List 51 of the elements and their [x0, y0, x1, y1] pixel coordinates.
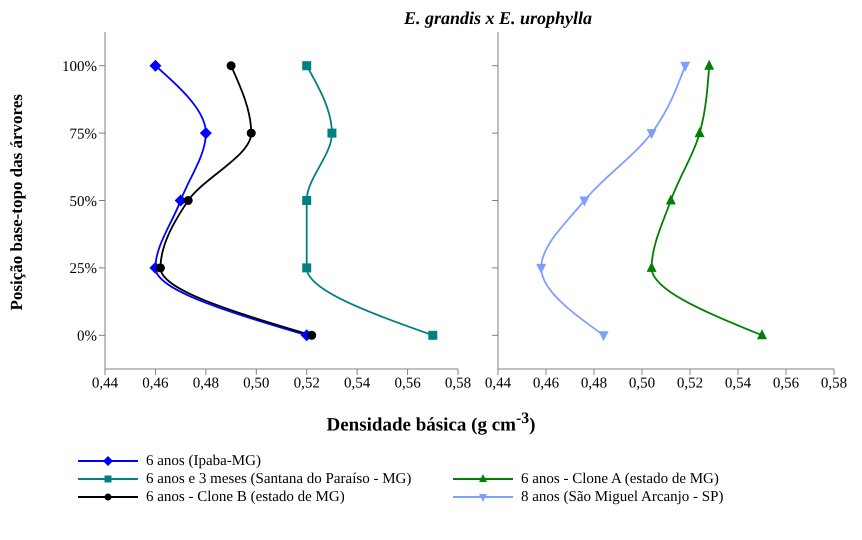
x-tick-label: 0,58: [820, 376, 848, 392]
point: [327, 128, 336, 138]
point: [302, 196, 312, 205]
point: [200, 127, 212, 140]
x-tick-label: 0,44: [92, 376, 119, 392]
point: [307, 330, 316, 340]
point: [226, 61, 236, 70]
x-tick-label: 0,54: [724, 376, 752, 392]
legend-label: 6 anos e 3 meses (Santana do Paraíso - MG): [146, 470, 412, 488]
x-tick-label: 0,56: [772, 376, 800, 392]
point: [302, 61, 312, 70]
point: [704, 60, 714, 70]
y-tick-label: 25%: [70, 261, 97, 278]
x-tick-label: 0,48: [580, 376, 608, 392]
x-tick-label: 0,54: [344, 376, 371, 392]
x-tick-label: 0,50: [243, 376, 270, 392]
legend-label: 6 anos (Ipaba-MG): [146, 452, 261, 470]
legend-label: 8 anos (São Miguel Arcanjo - SP): [521, 488, 724, 506]
point: [646, 262, 657, 272]
x-tick-label: 0,52: [294, 376, 320, 392]
legend-label: 6 anos - Clone B (estado de MG): [146, 488, 345, 506]
text: E. grandis x E. urophylla: [402, 8, 594, 29]
y-tick-label: 0%: [77, 328, 97, 345]
point: [579, 196, 590, 206]
point: [302, 263, 312, 272]
y-axis-title: Posição base-topo das árvores: [7, 94, 26, 310]
y-tick-label: 75%: [70, 126, 97, 142]
x-tick-label: 0,58: [444, 376, 472, 392]
x-tick-label: 0,56: [394, 376, 422, 392]
y-tick-label: 100%: [62, 59, 97, 76]
x-tick-label: 0,46: [142, 376, 170, 392]
point: [156, 263, 165, 272]
point: [646, 129, 657, 140]
legend-label: 6 anos - Clone A (estado de MG): [521, 470, 719, 488]
point: [184, 196, 193, 205]
point: [666, 194, 676, 204]
x-tick-label: 0,50: [628, 376, 656, 392]
point: [757, 329, 767, 340]
x-tick-label: 0,48: [192, 376, 219, 392]
point: [428, 330, 438, 340]
point: [694, 127, 705, 138]
point: [149, 60, 162, 72]
x-tick-label: 0,44: [484, 376, 512, 392]
x-tick-label: 0,52: [676, 376, 704, 392]
x-axis-title: Densidade básica (g cm$^{-3}$): [326, 410, 536, 436]
y-tick-label: 50%: [70, 194, 97, 210]
point: [246, 128, 256, 138]
point: [536, 264, 546, 274]
point: [598, 331, 609, 342]
point: [680, 62, 690, 72]
x-tick-label: 0,46: [532, 376, 560, 392]
